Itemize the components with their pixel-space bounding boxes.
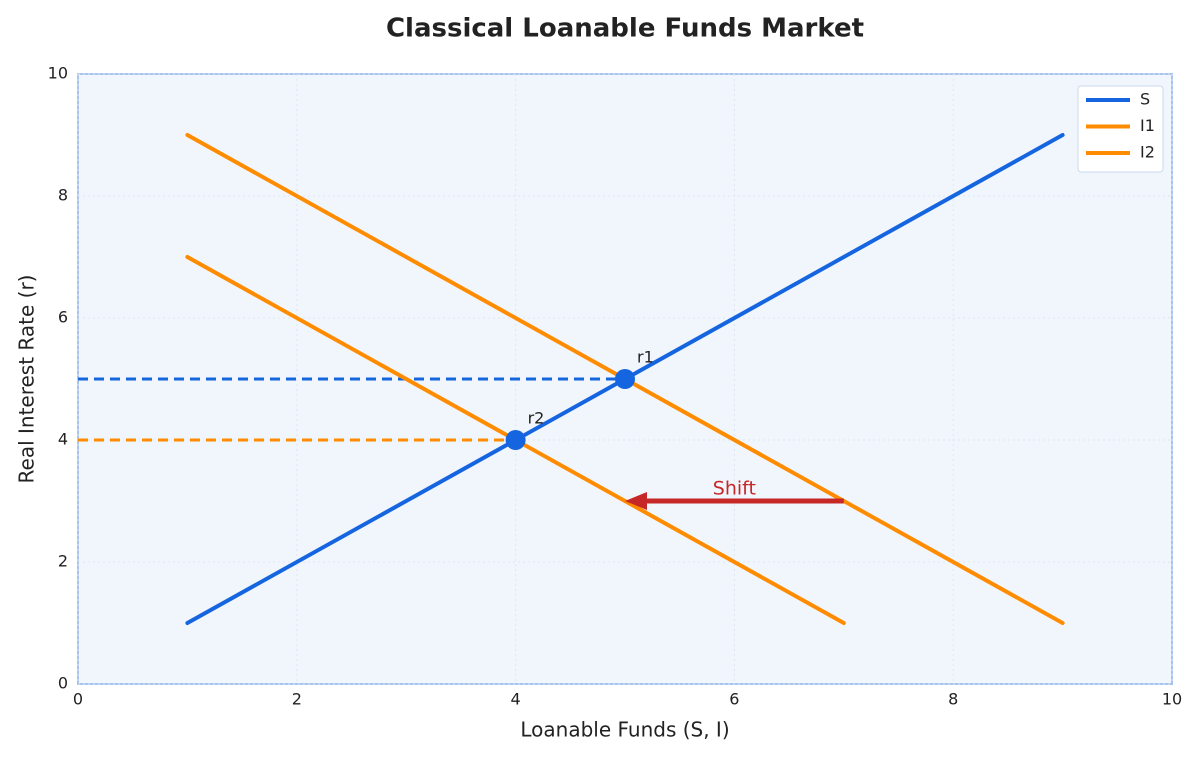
x-tick-label: 10 — [1162, 690, 1182, 709]
x-tick-label: 6 — [729, 690, 739, 709]
y-tick-label: 2 — [58, 552, 68, 571]
y-tick-label: 0 — [58, 674, 68, 693]
equilibrium-point — [615, 369, 635, 389]
x-axis-label: Loanable Funds (S, I) — [520, 718, 729, 742]
x-tick-label: 2 — [292, 690, 302, 709]
chart-title: Classical Loanable Funds Market — [386, 14, 864, 44]
x-tick-label: 4 — [511, 690, 521, 709]
equilibrium-point — [505, 430, 526, 450]
y-tick-label: 6 — [58, 308, 68, 327]
arrow-label: Shift — [713, 478, 756, 500]
x-tick-label: 0 — [73, 690, 83, 709]
y-tick-label: 10 — [48, 64, 68, 83]
point-label: r1 — [637, 348, 654, 367]
y-axis-label: Real Interest Rate (r) — [15, 275, 39, 484]
legend-label: I1 — [1140, 116, 1155, 135]
x-tick-label: 8 — [948, 690, 958, 709]
legend-box — [1077, 85, 1164, 173]
legend-label: I2 — [1140, 143, 1155, 162]
legend-label: S — [1140, 90, 1150, 109]
point-label: r2 — [528, 409, 545, 428]
y-tick-label: 8 — [58, 186, 68, 205]
arrow-head — [625, 492, 647, 510]
y-tick-label: 4 — [58, 430, 68, 449]
